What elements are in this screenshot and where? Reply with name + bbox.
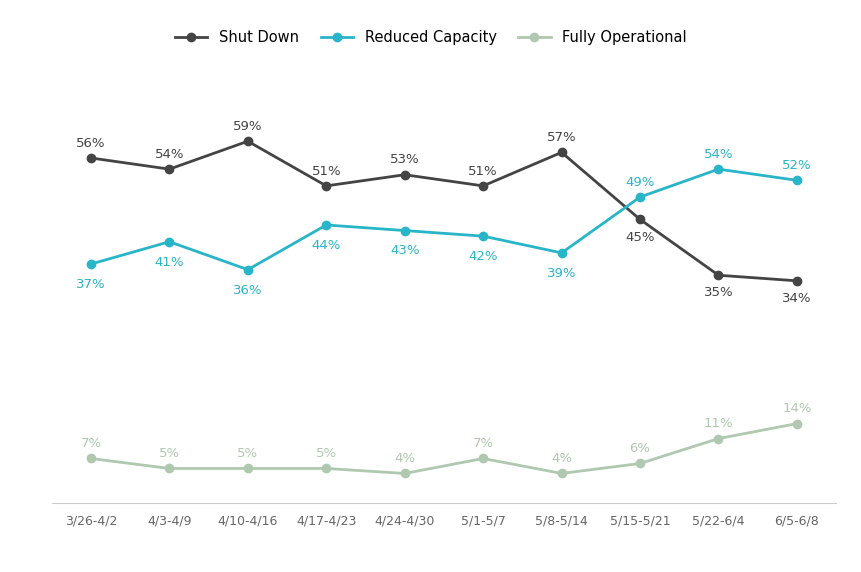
Text: 7%: 7% bbox=[80, 437, 102, 450]
Text: 57%: 57% bbox=[546, 131, 576, 144]
Text: 52%: 52% bbox=[781, 159, 811, 172]
Text: 49%: 49% bbox=[624, 176, 654, 189]
Legend: Shut Down, Reduced Capacity, Fully Operational: Shut Down, Reduced Capacity, Fully Opera… bbox=[169, 25, 692, 51]
Text: 14%: 14% bbox=[781, 402, 811, 415]
Text: 37%: 37% bbox=[76, 278, 106, 291]
Text: 11%: 11% bbox=[703, 417, 733, 430]
Text: 43%: 43% bbox=[389, 244, 419, 257]
Text: 45%: 45% bbox=[624, 231, 654, 244]
Text: 51%: 51% bbox=[468, 165, 498, 177]
Text: 5%: 5% bbox=[315, 447, 337, 460]
Text: 36%: 36% bbox=[232, 284, 263, 296]
Text: 41%: 41% bbox=[154, 256, 184, 269]
Text: 4%: 4% bbox=[550, 452, 572, 465]
Text: 51%: 51% bbox=[311, 165, 341, 177]
Text: 39%: 39% bbox=[546, 267, 576, 280]
Text: 42%: 42% bbox=[468, 250, 498, 263]
Text: 4%: 4% bbox=[393, 452, 415, 465]
Text: 35%: 35% bbox=[703, 287, 733, 299]
Text: 5%: 5% bbox=[237, 447, 258, 460]
Text: 59%: 59% bbox=[232, 120, 263, 133]
Text: 7%: 7% bbox=[472, 437, 493, 450]
Text: 53%: 53% bbox=[389, 153, 419, 166]
Text: 56%: 56% bbox=[76, 137, 106, 150]
Text: 54%: 54% bbox=[703, 148, 733, 161]
Text: 5%: 5% bbox=[158, 447, 180, 460]
Text: 6%: 6% bbox=[629, 442, 650, 455]
Text: 54%: 54% bbox=[154, 148, 184, 161]
Text: 34%: 34% bbox=[781, 292, 811, 305]
Text: 44%: 44% bbox=[311, 239, 341, 252]
